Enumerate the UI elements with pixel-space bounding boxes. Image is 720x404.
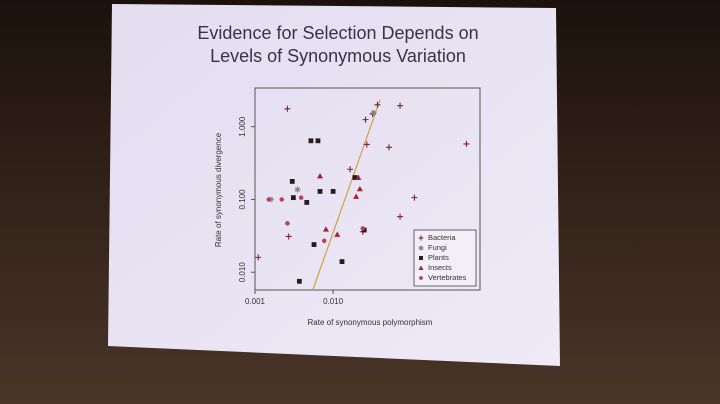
point [321,238,327,244]
point [266,197,272,202]
point [362,116,369,123]
point [363,141,370,148]
point [279,197,284,202]
x-axis-label: Rate of synonymous polymorphism [308,318,433,327]
point [285,221,290,226]
point [374,101,381,108]
point [397,102,404,109]
point [317,189,323,194]
point [463,140,470,147]
point [347,166,354,173]
x-tick-label: 0.010 [323,297,344,306]
point [386,144,393,151]
reference-line [312,99,381,291]
legend-label: Vertebrates [428,273,467,282]
point [411,194,418,201]
point [296,278,302,284]
legend-label: Bacteria [428,233,456,242]
y-axis-label: Rate of synonymous divergence [214,132,223,247]
point [289,179,295,184]
legend-marker [419,276,423,280]
legend-box [413,229,477,287]
legend-marker [419,256,423,260]
legend-label: Plants [428,253,449,262]
legend-marker [418,245,424,251]
legend-label: Fungi [428,243,447,252]
point [315,138,321,144]
point [322,226,329,232]
point [308,138,314,144]
chart-title: Evidence for Selection Depends on [197,23,478,43]
point [353,193,360,199]
legend-marker [418,235,424,241]
plot-frame [254,87,481,291]
point [284,105,291,112]
y-tick-label: 0.010 [238,262,247,283]
point [294,186,301,193]
point [370,109,377,116]
point [317,173,324,179]
point [352,175,358,180]
point [290,195,296,201]
point [330,189,336,194]
chart-title: Levels of Synonymous Variation [210,46,466,66]
y-tick-label: 0.100 [238,189,247,210]
point [255,254,262,261]
legend-label: Insects [428,263,452,272]
point [285,233,292,240]
y-tick-label: 1.000 [238,116,247,137]
legend-marker [418,265,424,270]
point [397,213,404,220]
point [339,259,345,264]
point [304,200,310,205]
x-tick-label: 0.001 [245,297,266,306]
point [311,242,317,247]
point [356,185,363,192]
point [298,195,304,200]
point [334,231,341,237]
point [360,226,366,231]
point [355,174,362,180]
